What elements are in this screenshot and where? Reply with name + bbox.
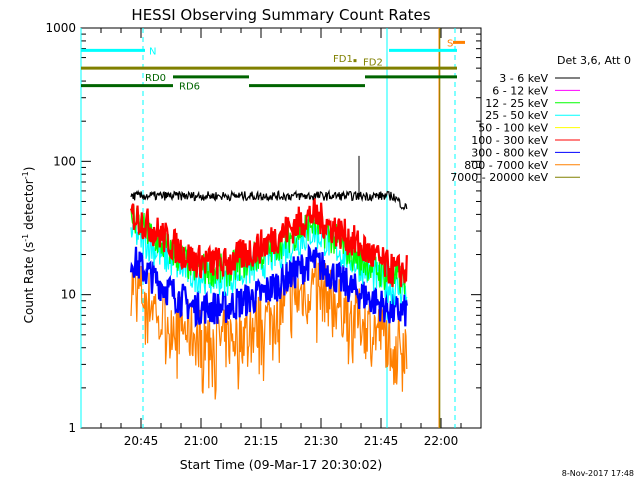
legend-label: 300 - 800 keV bbox=[471, 146, 548, 159]
legend-header: Det 3,6, Att 0 bbox=[557, 54, 631, 67]
x-axis-label: Start Time (09-Mar-17 20:30:02) bbox=[180, 457, 383, 472]
legend-label: 7000 - 20000 keV bbox=[450, 171, 548, 184]
legend-label: 12 - 25 keV bbox=[485, 97, 548, 110]
x-tick-label: 21:00 bbox=[184, 434, 219, 448]
series-line-100-300-kev bbox=[129, 197, 408, 287]
legend-label: 25 - 50 keV bbox=[485, 109, 548, 122]
x-tick-label: 21:15 bbox=[244, 434, 279, 448]
x-tick-label: 21:45 bbox=[364, 434, 399, 448]
legend-label: 50 - 100 keV bbox=[478, 122, 548, 135]
y-tick-label: 1000 bbox=[45, 21, 76, 35]
chart-title: HESSI Observing Summary Count Rates bbox=[131, 6, 430, 24]
legend-label: 800 - 7000 keV bbox=[464, 159, 548, 172]
x-tick-label: 20:45 bbox=[124, 434, 159, 448]
flag-label: RD6 bbox=[179, 82, 200, 93]
flag-label: N bbox=[149, 46, 156, 57]
flag-label: S bbox=[447, 38, 453, 49]
y-tick-label: 1 bbox=[68, 421, 76, 435]
y-tick-label: 100 bbox=[53, 154, 76, 168]
footer-date: 8-Nov-2017 17:48 bbox=[562, 469, 634, 478]
legend-label: 6 - 12 keV bbox=[492, 84, 548, 97]
flag-label: RD0 bbox=[145, 73, 166, 84]
series-line-300-800-kev bbox=[129, 243, 408, 328]
legend-label: 100 - 300 keV bbox=[471, 134, 548, 147]
flag-label: FD2 bbox=[363, 58, 383, 69]
x-tick-label: 22:00 bbox=[424, 434, 459, 448]
y-axis-label: Count Rate (s-1 detector-1) bbox=[21, 167, 36, 324]
series-line-25-50-kev bbox=[130, 214, 408, 306]
series-line-3-6-kev bbox=[130, 189, 408, 211]
flag-dot bbox=[353, 59, 357, 63]
legend-label: 3 - 6 keV bbox=[499, 72, 548, 85]
series-line-800-7000-kev bbox=[130, 256, 408, 400]
flag-label: FD1 bbox=[333, 54, 353, 65]
x-tick-label: 21:30 bbox=[304, 434, 339, 448]
y-tick-label: 10 bbox=[61, 288, 76, 302]
plot-area: 1 10 100 1000 20:45 21:00 21:15 21:30 21:45 22:00… bbox=[45, 21, 580, 448]
